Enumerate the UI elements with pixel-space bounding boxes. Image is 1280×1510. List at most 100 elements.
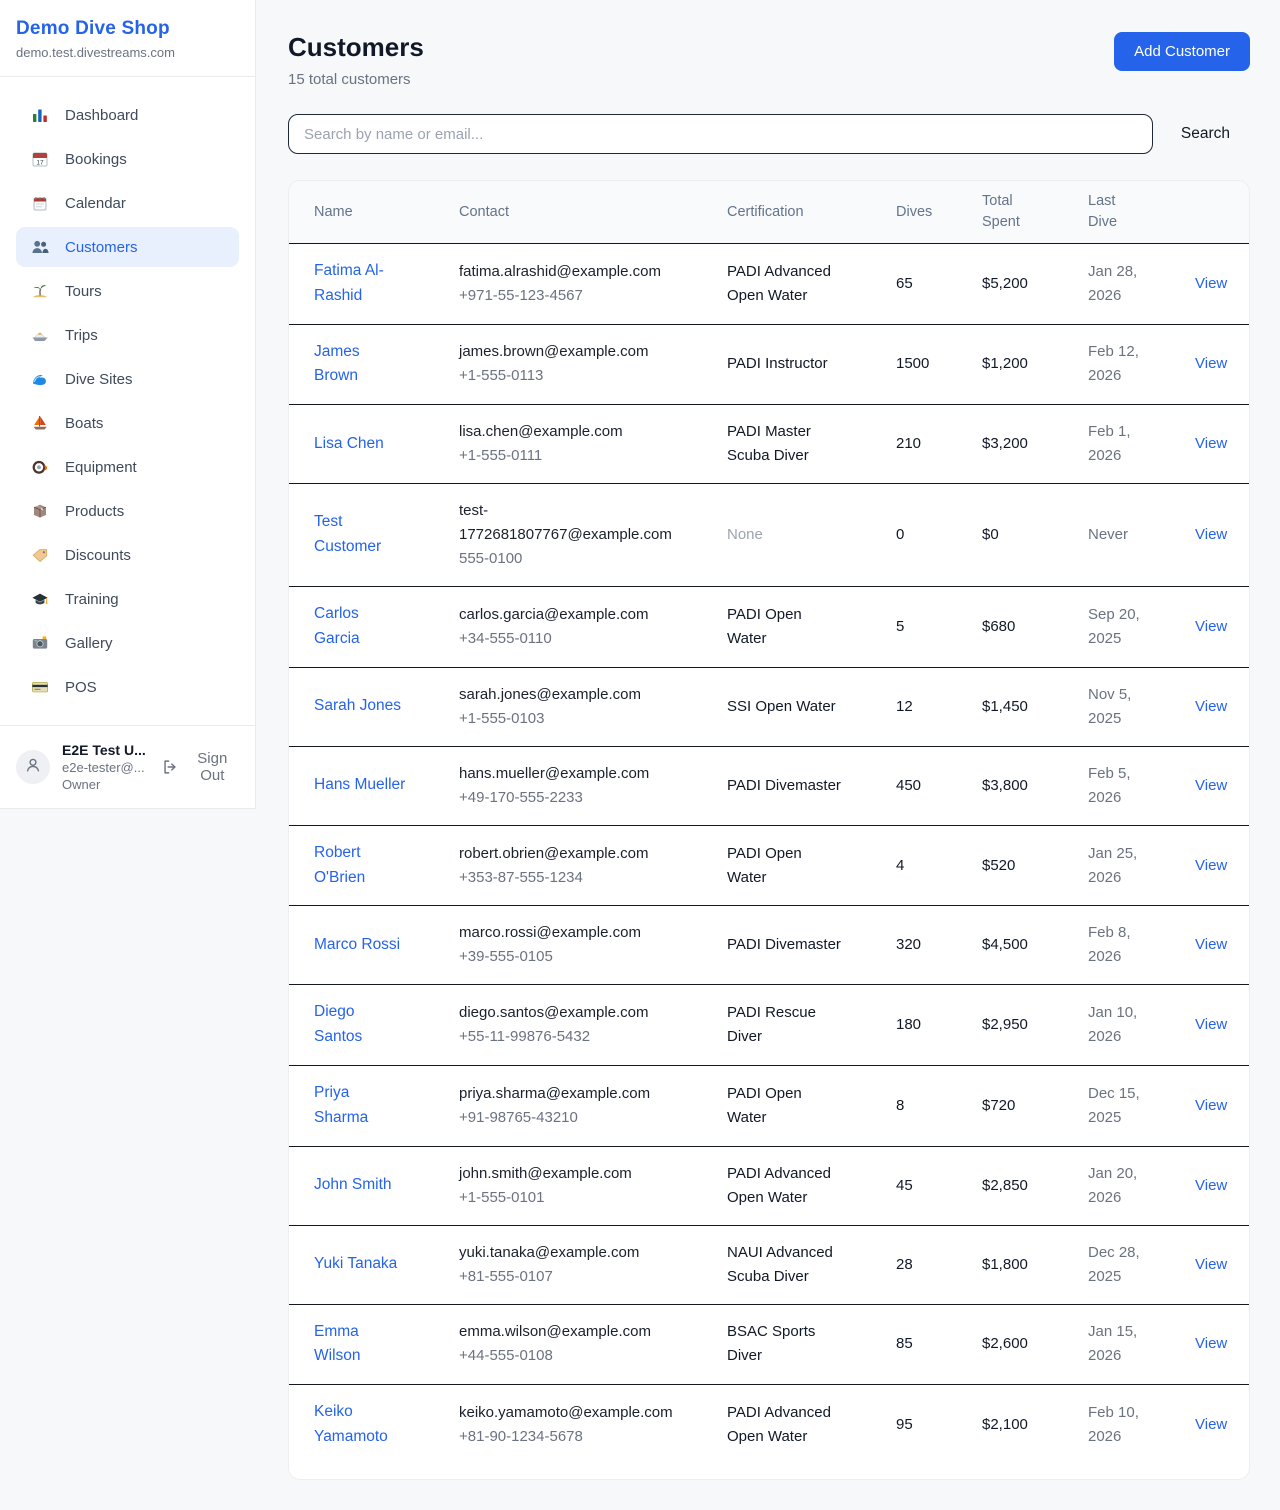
view-link[interactable]: View xyxy=(1195,1176,1228,1194)
customer-name-link[interactable]: Lisa Chen xyxy=(314,434,384,452)
credit-card-icon xyxy=(30,677,50,697)
view-link[interactable]: View xyxy=(1195,1096,1228,1114)
customer-name-link[interactable]: James Brown xyxy=(314,342,360,385)
search-input[interactable] xyxy=(288,114,1153,154)
sidebar-item-label: Calendar xyxy=(65,194,126,212)
customer-certification: PADI Advanced Open Water xyxy=(702,243,871,325)
sidebar-item-label: Gallery xyxy=(65,634,113,652)
customer-name-link[interactable]: Robert O'Brien xyxy=(314,843,366,886)
customer-email: lisa.chen@example.com xyxy=(459,423,623,441)
customer-name-link[interactable]: Sarah Jones xyxy=(314,697,402,715)
customer-phone: +91-98765-43210 xyxy=(459,1108,578,1126)
sidebar-item-trips[interactable]: Trips xyxy=(16,315,239,355)
customer-name-link[interactable]: Diego Santos xyxy=(314,1003,363,1046)
sign-out-button[interactable]: Sign Out xyxy=(161,750,239,784)
customer-count: 15 total customers xyxy=(288,71,411,88)
customer-dives: 1500 xyxy=(871,324,957,406)
table-row: Emma Wilson emma.wilson@example.com +44-… xyxy=(289,1304,1249,1386)
sidebar-header: Demo Dive Shop demo.test.divestreams.com xyxy=(0,0,255,76)
customer-last-dive: Jan 25, 2026 xyxy=(1063,825,1170,907)
graduation-cap-icon xyxy=(30,589,50,609)
calendar-icon xyxy=(30,193,50,213)
customer-email: test-1772681807767@example.com xyxy=(459,502,672,544)
customer-name-link[interactable]: Fatima Al-Rashid xyxy=(314,262,384,304)
customer-name-link[interactable]: Keiko Yamamoto xyxy=(314,1403,388,1445)
view-link[interactable]: View xyxy=(1195,1335,1228,1353)
customer-certification: None xyxy=(702,483,871,588)
column-header: Last Dive xyxy=(1063,181,1170,245)
customer-certification: PADI Rescue Diver xyxy=(702,984,871,1066)
table-row: Lisa Chen lisa.chen@example.com +1-555-0… xyxy=(289,404,1249,485)
customers-table-card: Name Contact Certification Dives Total Spent… xyxy=(288,180,1250,1480)
view-link[interactable]: View xyxy=(1195,1255,1228,1273)
customer-last-dive: Sep 20, 2025 xyxy=(1063,586,1170,668)
page-header: Customers 15 total customers Add Custome… xyxy=(288,32,1250,88)
view-link[interactable]: View xyxy=(1195,526,1228,544)
search-button[interactable]: Search xyxy=(1180,125,1230,142)
customer-phone: +81-555-0107 xyxy=(459,1267,553,1285)
customer-phone: +34-555-0110 xyxy=(459,630,552,648)
view-link[interactable]: View xyxy=(1195,1415,1228,1433)
customer-phone: +1-555-0103 xyxy=(459,709,545,727)
customer-phone: +55-11-99876-5432 xyxy=(459,1028,591,1046)
customer-certification: PADI Instructor xyxy=(702,324,871,406)
sidebar-item-bookings[interactable]: 17 Bookings xyxy=(16,139,239,179)
customer-name-link[interactable]: Priya Sharma xyxy=(314,1084,369,1126)
sidebar-item-pos[interactable]: POS xyxy=(16,667,239,707)
customer-email: carlos.garcia@example.com xyxy=(459,606,649,624)
customer-email: diego.santos@example.com xyxy=(459,1004,649,1022)
view-link[interactable]: View xyxy=(1195,697,1228,715)
sidebar-item-discounts[interactable]: Discounts xyxy=(16,535,239,575)
tag-icon xyxy=(30,545,50,565)
calendar-date-icon: 17 xyxy=(30,149,50,169)
view-link[interactable]: View xyxy=(1195,936,1228,954)
sidebar-item-customers[interactable]: Customers xyxy=(16,227,239,267)
customer-name-link[interactable]: John Smith xyxy=(314,1176,392,1194)
customer-last-dive: Jan 20, 2026 xyxy=(1063,1146,1170,1226)
customer-total-spent: $2,850 xyxy=(957,1146,1063,1226)
sidebar-item-equipment[interactable]: Equipment xyxy=(16,447,239,487)
view-link[interactable]: View xyxy=(1195,776,1228,794)
customer-dives: 320 xyxy=(871,905,957,986)
sidebar-item-dashboard[interactable]: Dashboard xyxy=(16,95,239,135)
user-footer: E2E Test U... e2e-tester@... Owner Sign … xyxy=(0,725,255,808)
sidebar-item-tours[interactable]: Tours xyxy=(16,271,239,311)
view-link[interactable]: View xyxy=(1195,1016,1228,1034)
customer-phone: 555-0100 xyxy=(459,550,523,568)
customer-name-link[interactable]: Test Customer xyxy=(314,513,382,556)
view-link[interactable]: View xyxy=(1195,355,1228,373)
sidebar-item-gallery[interactable]: Gallery xyxy=(16,623,239,663)
sidebar-item-calendar[interactable]: Calendar xyxy=(16,183,239,223)
view-link[interactable]: View xyxy=(1195,435,1228,453)
view-link[interactable]: View xyxy=(1195,618,1228,636)
sidebar-item-label: Training xyxy=(65,590,119,608)
customer-total-spent: $1,800 xyxy=(957,1225,1063,1305)
customer-name-link[interactable]: Carlos Garcia xyxy=(314,605,360,648)
sidebar-item-boats[interactable]: Boats xyxy=(16,403,239,443)
table-row: Robert O'Brien robert.obrien@example.com… xyxy=(289,825,1249,907)
sidebar-item-dive-sites[interactable]: Dive Sites xyxy=(16,359,239,399)
sidebar: Demo Dive Shop demo.test.divestreams.com… xyxy=(0,0,256,809)
customer-dives: 12 xyxy=(871,667,957,747)
customer-last-dive: Nov 5, 2025 xyxy=(1063,667,1170,747)
customer-certification: SSI Open Water xyxy=(702,667,871,747)
diving-mask-icon xyxy=(30,457,50,477)
add-customer-button[interactable]: Add Customer xyxy=(1114,32,1250,71)
view-link[interactable]: View xyxy=(1195,274,1228,292)
customer-name-link[interactable]: Marco Rossi xyxy=(314,936,401,953)
customer-email: hans.mueller@example.com xyxy=(459,764,650,782)
customer-email: james.brown@example.com xyxy=(459,343,649,361)
sidebar-item-label: POS xyxy=(65,678,97,696)
view-link[interactable]: View xyxy=(1195,856,1228,874)
sailboat-icon xyxy=(30,413,50,433)
customer-name-link[interactable]: Hans Mueller xyxy=(314,776,406,794)
customer-name-link[interactable]: Emma Wilson xyxy=(314,1322,361,1365)
svg-text:17: 17 xyxy=(36,160,44,167)
customer-last-dive: Feb 10, 2026 xyxy=(1088,1403,1139,1445)
sidebar-item-training[interactable]: Training xyxy=(16,579,239,619)
column-header: Contact xyxy=(434,181,702,245)
sidebar-item-products[interactable]: Products xyxy=(16,491,239,531)
customer-total-spent: $3,200 xyxy=(957,404,1063,485)
customer-name-link[interactable]: Yuki Tanaka xyxy=(314,1255,398,1273)
